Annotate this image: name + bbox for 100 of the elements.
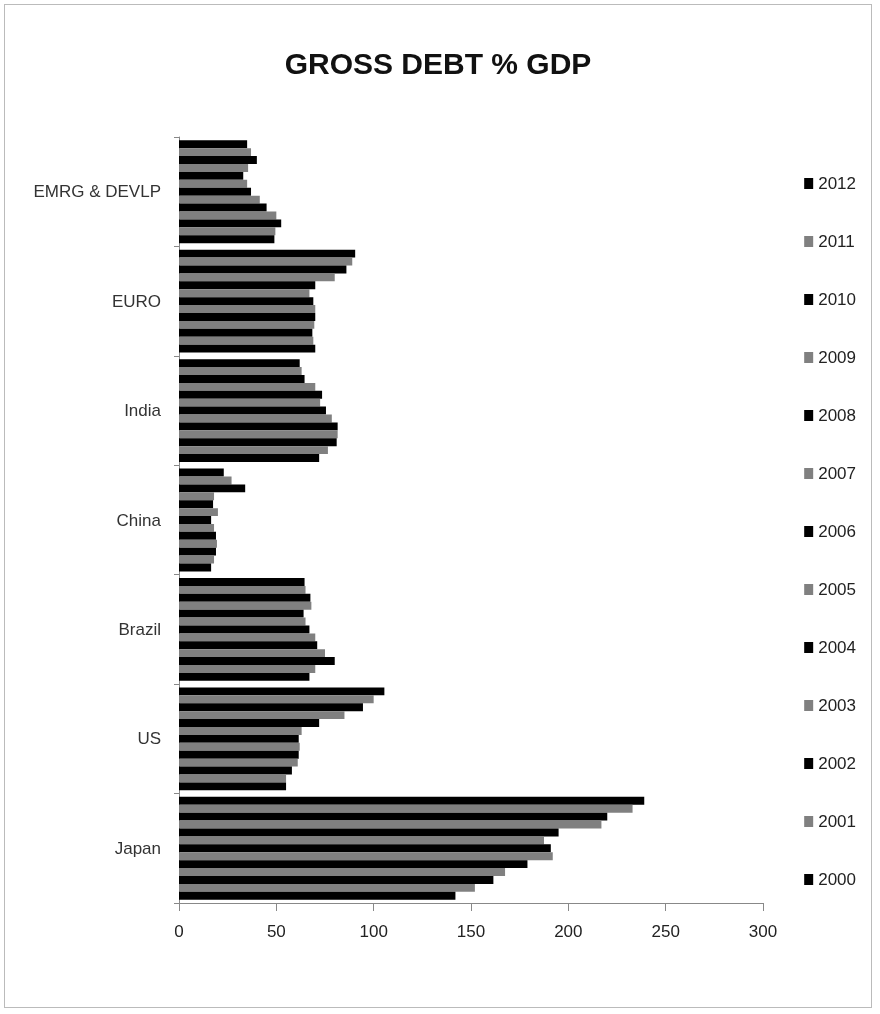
legend-label: 2004 [818,638,857,657]
bar [179,249,356,258]
bar [179,726,302,735]
bar [179,195,260,204]
bar [179,289,310,298]
bar [179,508,218,517]
bar [179,257,353,266]
y-tick-label: EURO [111,291,161,311]
bar [179,734,299,743]
bar [179,179,248,188]
bar [179,313,316,321]
bar [179,273,335,282]
bar [179,500,214,509]
bar [179,227,276,236]
bar [179,633,316,642]
x-tick-label: 200 [554,922,583,941]
legend-label: 2002 [818,754,857,773]
bar [179,641,318,650]
bar [179,687,385,696]
bar [179,336,314,345]
bar [179,774,287,783]
bar [179,446,328,455]
bar [179,578,305,586]
bar [179,359,300,368]
bar [179,625,310,634]
bar [179,320,315,329]
legend-label: 2007 [818,464,857,483]
bar [179,836,544,845]
bar [179,555,215,564]
chart-title: GROSS DEBT % GDP [284,46,592,80]
x-tick-label: 300 [748,922,778,941]
bar [179,782,287,791]
bar [179,585,306,594]
legend-label: 2012 [818,174,857,193]
bar [179,649,325,658]
bar [179,758,298,767]
legend-label: 2000 [818,870,857,889]
bar [179,390,323,399]
bar [179,531,216,540]
bar [179,719,320,727]
x-tick-label: 150 [456,922,486,941]
bar [179,657,335,666]
bar [179,235,275,244]
bar [179,156,257,165]
bar [179,820,602,829]
y-tick-label: US [137,729,161,749]
legend-label: 2009 [818,348,857,367]
bar [179,187,252,196]
bar [179,398,321,407]
bar [179,492,215,501]
x-tick-label: 0 [174,922,184,941]
bar [179,593,311,602]
legend-label: 2005 [818,580,857,599]
bar [179,164,249,172]
bar [179,796,645,805]
bar [179,281,316,290]
bar [179,438,337,447]
bar [179,539,217,548]
bar [179,328,313,337]
y-tick-label: EMRG & DEVLP [33,182,161,202]
bar [179,672,310,681]
bar [179,406,326,415]
bar [179,875,494,884]
bar [179,891,456,900]
bar [179,344,316,353]
bar [179,148,252,157]
legend-label: 2003 [818,696,857,715]
bar [179,695,374,704]
bar [179,219,282,228]
bar [179,609,304,618]
bar [179,547,216,556]
bar [179,516,212,524]
x-tick-label: 50 [266,922,286,941]
y-tick-label: Brazil [118,619,161,639]
bar [179,883,475,892]
bar [179,484,246,493]
x-tick-label: 250 [651,922,680,941]
bar [179,140,248,149]
y-tick-label: India [124,401,162,421]
bar [179,305,316,314]
bar [179,523,215,532]
y-tick-label: China [116,510,162,530]
bar [179,422,338,431]
bar [179,868,506,876]
bar [179,860,528,869]
legend-label: 2008 [818,406,857,425]
bar [179,844,551,853]
bar [179,601,312,610]
x-tick-label: 100 [359,922,388,941]
legend-label: 2001 [818,812,857,831]
bar [179,476,232,485]
y-tick-label: Japan [114,838,161,858]
bar [179,211,277,220]
legend-label: 2010 [818,290,857,309]
bar [179,665,316,673]
bar [179,703,363,712]
bar [179,852,553,861]
legend-label: 2011 [818,232,855,251]
bar [179,430,338,439]
bar [179,374,305,383]
